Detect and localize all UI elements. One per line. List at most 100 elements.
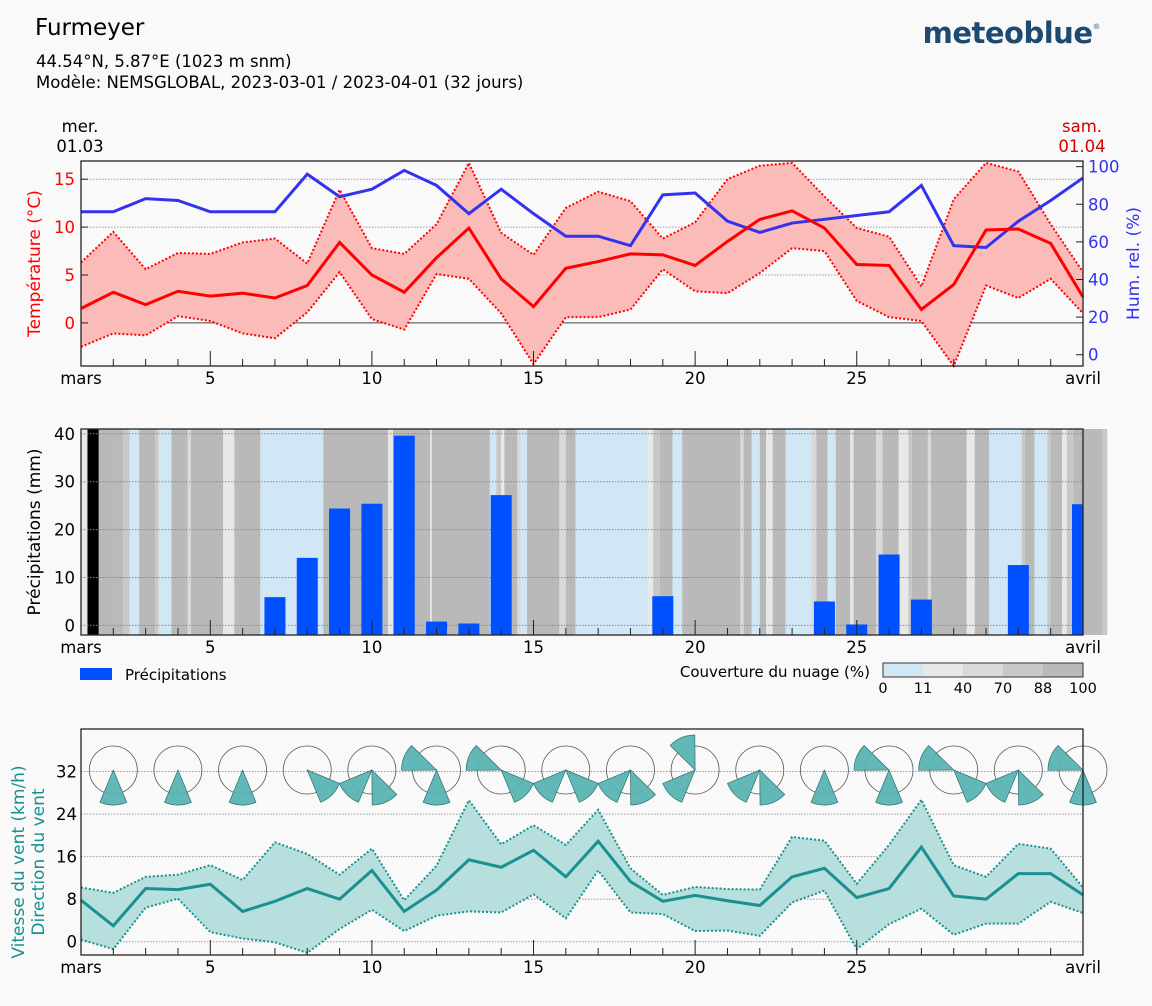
x-tick-label: 10 [361,638,382,657]
humidity-line [81,168,1084,250]
cloud-cover-band [759,429,767,635]
y2-tick-label: 0 [1088,346,1099,365]
cloud-cover-band [116,429,124,635]
x-tick-label: 20 [685,638,706,657]
wind-direction-sector [875,769,903,806]
y-tick-label: 0 [65,616,76,635]
cloud-cover-band [827,429,836,635]
wind-direction-sector [630,769,656,806]
wind-rose [401,744,461,806]
cloud-legend-tick: 70 [994,681,1012,697]
precipitation-bar [813,601,835,635]
cloud-cover-band [898,429,909,635]
end-weekday: sam. [1061,117,1103,136]
wind-direction-sector [228,769,257,806]
wind-chart: 0 8 16 24 32 Vitesse du vent (km/h) Direction … [9,728,1108,977]
cloud-cover-band [911,429,928,635]
cloud-cover-band [517,429,521,635]
end-date: 01.04 [1058,137,1106,156]
x-tick-label: avril [1065,638,1101,657]
wind-direction-sector [533,769,567,803]
wind-rose [282,745,341,803]
x-tick-label: avril [1065,958,1101,977]
plot-frame [80,160,1084,367]
wind-rose [853,744,914,806]
wind-rose [218,745,267,806]
y-tick-label: 10 [54,218,75,237]
precipitation-bar [1072,504,1083,635]
cloud-cover-band [1047,429,1051,635]
x-tick-label: 5 [205,638,216,657]
y-tick-label: 30 [54,473,75,492]
legend-label-precipitation: Précipitations [125,666,227,684]
temperature-min-line [80,247,1084,369]
wind-mean-line [80,838,1084,928]
precipitation-bar [296,557,318,635]
y-tick-label: 8 [67,890,78,909]
y-axis-label: Température (°C) [25,190,45,338]
cloud-cover-band [98,429,117,635]
start-date: 01.03 [56,137,104,156]
cloud-legend-segment [883,663,923,677]
precipitation-bar [652,596,674,635]
cloud-cover-band [751,429,760,635]
wind-direction-sector [918,744,955,771]
wind-min-line [80,868,1084,954]
cloud-cover-band [187,429,191,635]
cloud-cover-band [1021,429,1025,635]
cloud-legend-label: Couverture du nuage (%) [680,663,870,681]
cloud-cover-band [87,429,99,635]
cloud-cover-band [766,429,773,635]
wind-direction-sector [662,769,696,803]
wind-direction-sector [465,744,503,771]
cloud-legend-tick: 100 [1069,681,1097,697]
cloud-cover-band [816,429,828,635]
cloud-cover-band [653,429,660,635]
cloud-cover-band [234,429,261,635]
y-axis-label: Vitesse du vent (km/h) [9,765,29,958]
wind-direction-sector [669,734,696,771]
legend-swatch-precipitation [80,668,112,680]
cloud-cover-band [785,429,812,635]
cloud-legend-frame [882,662,1084,678]
x-tick-label: 10 [361,369,382,388]
wind-rose [985,745,1044,806]
cloud-legend-segment [1043,663,1083,677]
meteoblue-logo[interactable]: meteoblue® [922,16,1101,50]
wind-direction-sector [371,769,398,806]
cloud-cover-band [431,429,490,635]
cloud-cover-band [575,429,649,635]
y2-axis-label: Hum. rel. (%) [1124,207,1144,320]
cloud-legend-segment [923,663,963,677]
y-tick-label: 0 [65,314,76,333]
x-tick-label: 25 [846,958,867,977]
wind-rose [726,745,786,806]
logo-text: meteoblue [922,16,1093,50]
cloud-cover-band [1034,429,1048,635]
plot-frame [80,728,1084,956]
wind-rose [88,745,138,806]
cloud-cover-band [876,429,883,635]
wind-direction-sector [422,769,451,806]
cloud-cover-band [850,429,854,635]
cloud-cover-band [1102,429,1108,635]
cloud-cover-band [853,429,877,635]
cloud-cover-band [931,429,967,635]
y2-tick-label: 60 [1088,233,1109,252]
y-tick-label: 5 [65,266,76,285]
cloud-cover-band [672,429,683,635]
cloud-cover-band [743,429,752,635]
x-tick-label: 20 [685,369,706,388]
x-tick-label: 25 [846,369,867,388]
y-tick-label: 0 [67,933,78,952]
wind-direction-sector [1047,744,1084,771]
wind-direction-sector [164,769,192,806]
y-tick-label: 24 [56,805,77,824]
y2-tick-label: 80 [1088,195,1109,214]
y-tick-label: 40 [54,425,75,444]
x-tick-label: mars [60,958,102,977]
plot-frame [80,428,1084,636]
cloud-legend-tick: 0 [878,681,887,697]
wind-range-fill [81,799,1083,953]
wind-direction-sector [500,769,534,803]
